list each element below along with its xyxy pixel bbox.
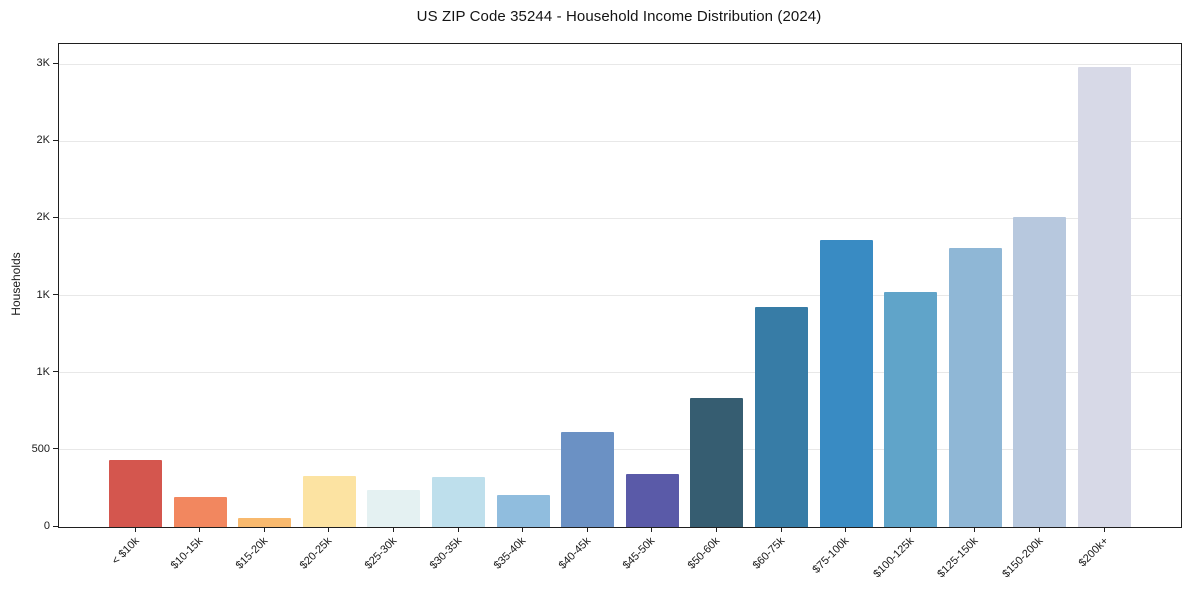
y-tick-mark [53, 216, 58, 218]
bar [884, 292, 937, 527]
y-tick-mark [53, 62, 58, 64]
bar [367, 490, 420, 527]
x-tick-label-text: $20-25k [297, 535, 335, 572]
plot-area [58, 43, 1182, 528]
bar [690, 398, 743, 527]
bar [949, 248, 1002, 527]
x-tick-label-text: $50-60k [685, 535, 723, 572]
bar [755, 307, 808, 527]
x-tick-mark [1039, 527, 1040, 532]
bar [561, 432, 614, 527]
bar [303, 476, 356, 527]
x-tick-label-text: $10-15k [168, 535, 206, 572]
x-tick-label-text: $15-20k [233, 535, 271, 572]
x-tick-label-text: $45-50k [620, 535, 658, 572]
bar [432, 477, 485, 527]
x-tick-label-text: $150-200k [1000, 535, 1046, 581]
x-tick-mark [522, 527, 523, 532]
y-tick-mark [53, 525, 58, 527]
y-tick-mark [53, 448, 58, 450]
y-tick-label: 500 [31, 442, 50, 455]
x-tick-label-text: $125-150k [935, 535, 981, 581]
x-tick-label-text: $60-75k [750, 535, 788, 572]
x-tick-mark [135, 527, 136, 532]
x-tick-mark [1104, 527, 1105, 532]
y-tick-label: 0 [43, 520, 50, 532]
x-tick-mark [910, 527, 911, 532]
y-gridline [59, 63, 1181, 65]
x-tick-label-text: $35-40k [491, 535, 529, 572]
chart-title: US ZIP Code 35244 - Household Income Dis… [416, 8, 822, 25]
y-gridline [59, 217, 1181, 219]
x-tick-mark [651, 527, 652, 532]
bar [238, 518, 291, 527]
x-tick-mark [974, 527, 975, 532]
bar [1013, 217, 1066, 527]
bar [626, 474, 679, 527]
x-tick-label-text: $200k+ [1076, 535, 1111, 570]
x-tick-mark [393, 527, 394, 532]
y-tick-label: 2K [36, 211, 50, 224]
x-tick-mark [781, 527, 782, 532]
x-tick-label-text: $40-45k [556, 535, 594, 572]
x-tick-mark [328, 527, 329, 532]
bar [174, 497, 227, 527]
y-tick-mark [53, 294, 58, 296]
x-tick-mark [716, 527, 717, 532]
x-tick-label-text: $100-125k [871, 535, 917, 581]
y-tick-mark [53, 139, 58, 141]
x-tick-mark [845, 527, 846, 532]
y-tick-label: 2K [36, 134, 50, 147]
bar [1078, 67, 1131, 527]
bar [109, 460, 162, 527]
y-gridline [59, 295, 1181, 297]
x-tick-label-text: $25-30k [362, 535, 400, 572]
y-gridline [59, 140, 1181, 142]
y-tick-label: 3K [36, 57, 50, 70]
x-tick-mark [264, 527, 265, 532]
y-tick-mark [53, 371, 58, 373]
bar [820, 240, 873, 527]
x-tick-label-text: < $10k [109, 535, 142, 568]
y-tick-label: 1K [36, 365, 50, 378]
x-tick-mark [458, 527, 459, 532]
x-tick-mark [199, 527, 200, 532]
x-tick-label-text: $75-100k [810, 535, 852, 576]
y-tick-label: 1K [36, 288, 50, 301]
x-tick-label-text: $30-35k [427, 535, 465, 572]
y-gridline [59, 449, 1181, 451]
x-tick-mark [587, 527, 588, 532]
y-axis-label: Households [9, 252, 23, 316]
bar [497, 495, 550, 527]
y-gridline [59, 372, 1181, 374]
